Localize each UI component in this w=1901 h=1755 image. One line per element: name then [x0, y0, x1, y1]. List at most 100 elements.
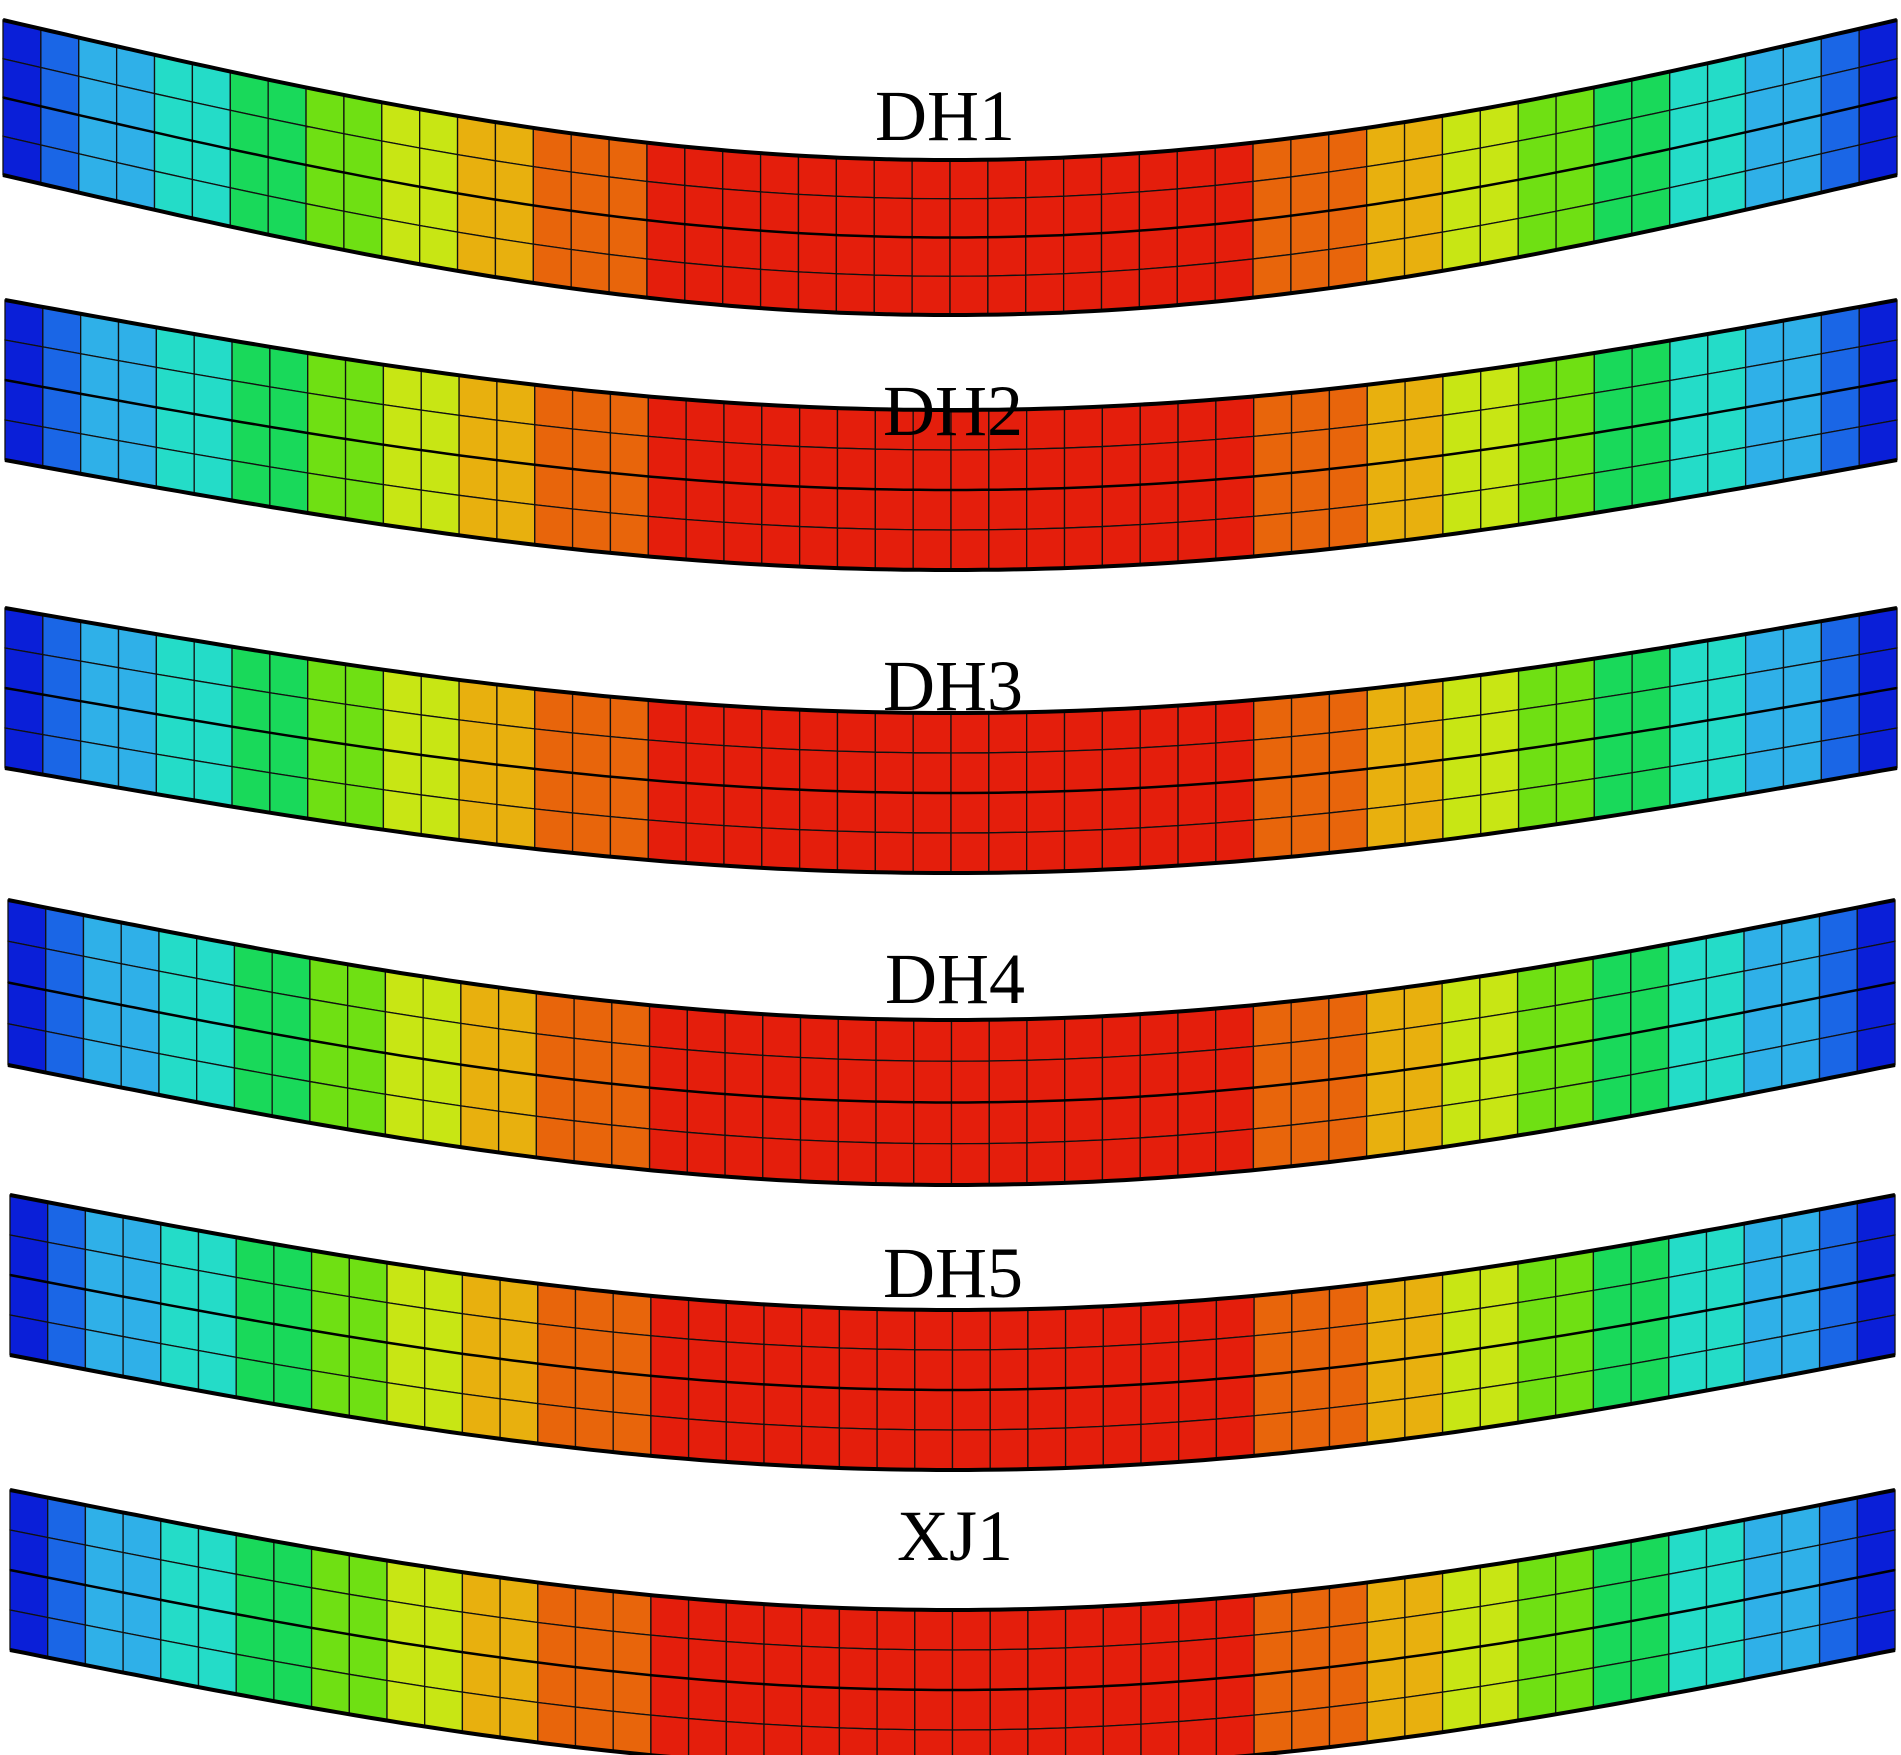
mesh-element	[1025, 195, 1065, 238]
mesh-element	[836, 487, 876, 530]
mesh-element	[1328, 1282, 1368, 1329]
mesh-element	[574, 1407, 614, 1453]
mesh-element	[1101, 747, 1141, 791]
mesh-element	[1404, 679, 1444, 726]
mesh-element	[532, 165, 572, 212]
mesh-element	[1555, 1289, 1595, 1338]
mesh-element	[876, 1308, 916, 1351]
mesh-element	[1328, 1074, 1368, 1122]
mesh-element	[1441, 1267, 1481, 1315]
mesh-element	[347, 1046, 387, 1096]
mesh-element	[1026, 790, 1066, 833]
mesh-element	[1404, 1691, 1444, 1739]
mesh-element	[648, 1086, 688, 1134]
beam-edge	[4, 378, 1898, 492]
mesh-element	[798, 829, 839, 872]
mesh-element	[725, 1720, 765, 1755]
mesh-element	[1177, 782, 1217, 827]
mesh-element	[1592, 1580, 1632, 1629]
mesh-element	[761, 827, 801, 871]
mesh-element	[1328, 1581, 1368, 1628]
mesh-element	[1592, 1283, 1632, 1332]
mesh-element	[1593, 386, 1633, 434]
mesh-element	[646, 219, 686, 264]
mesh-element	[420, 369, 460, 417]
mesh-element	[1517, 663, 1558, 711]
mesh-element	[1328, 1701, 1368, 1748]
beam-edge	[7, 898, 1896, 1022]
mesh-element	[1517, 743, 1558, 791]
mesh-element	[687, 1418, 727, 1463]
mesh-element	[348, 1335, 388, 1384]
mesh-element	[1366, 160, 1406, 207]
mesh-element	[647, 395, 687, 441]
mesh-element	[1516, 1046, 1556, 1096]
mesh-element	[1215, 1128, 1255, 1175]
mesh-element	[1480, 363, 1520, 411]
mesh-element	[1252, 176, 1292, 221]
mesh-element	[989, 1608, 1029, 1651]
mesh-element	[911, 197, 951, 239]
mesh-element	[797, 154, 838, 197]
mesh-element	[1328, 688, 1368, 734]
mesh-element	[570, 132, 610, 178]
mesh-element	[458, 679, 498, 726]
mesh-element	[1479, 1301, 1519, 1350]
mesh-element	[611, 1083, 651, 1130]
mesh-element	[310, 1289, 350, 1338]
mesh-element	[1404, 1611, 1444, 1659]
beam-dh2	[4, 298, 1898, 572]
mesh-element	[1404, 454, 1444, 501]
mesh-element	[1707, 366, 1747, 415]
mesh-element	[1177, 1049, 1217, 1095]
mesh-element	[874, 831, 914, 874]
mesh-element	[1291, 1287, 1331, 1333]
mesh-element	[875, 1059, 915, 1103]
mesh-element	[1215, 819, 1255, 864]
mesh-element	[612, 1331, 652, 1377]
mesh-element	[1555, 392, 1595, 440]
mesh-element	[1366, 763, 1406, 810]
mesh-element	[570, 171, 610, 217]
mesh-element	[422, 975, 462, 1025]
mesh-element	[724, 1010, 764, 1057]
mesh-element	[1441, 975, 1481, 1025]
mesh-element	[80, 700, 120, 749]
mesh-element	[1404, 1352, 1444, 1400]
mesh-element	[835, 156, 875, 199]
mesh-element	[1063, 485, 1104, 529]
mesh-element	[647, 779, 687, 824]
mesh-element	[761, 483, 801, 528]
mesh-element	[458, 454, 498, 501]
mesh-element	[763, 1303, 803, 1348]
mesh-element	[1782, 700, 1822, 749]
mesh-element	[534, 768, 574, 814]
mesh-element	[722, 265, 762, 309]
mesh-element	[874, 448, 914, 491]
mesh-element	[382, 403, 422, 451]
mesh-element	[647, 515, 687, 561]
mesh-element	[1441, 1387, 1481, 1435]
mesh-element	[609, 472, 649, 518]
mesh-element	[461, 1651, 501, 1699]
mesh-element	[269, 386, 309, 434]
mesh-element	[534, 688, 574, 734]
mesh-element	[1140, 1680, 1180, 1725]
mesh-element	[574, 1626, 614, 1673]
mesh-element	[799, 1139, 839, 1184]
mesh-element	[838, 1647, 878, 1690]
mesh-element	[1555, 777, 1595, 826]
mesh-element	[1100, 152, 1141, 196]
mesh-element	[911, 275, 951, 316]
mesh-element	[1365, 986, 1406, 1035]
mesh-element	[1442, 449, 1482, 497]
mesh-element	[1101, 787, 1141, 831]
beams-layer	[2, 18, 1898, 1755]
mesh-element	[573, 1037, 613, 1085]
mesh-element	[1517, 703, 1558, 751]
mesh-element	[684, 223, 724, 268]
mesh-element	[1064, 1139, 1104, 1184]
mesh-element	[608, 253, 648, 299]
mesh-element	[233, 1025, 273, 1076]
mesh-element	[989, 1648, 1029, 1691]
